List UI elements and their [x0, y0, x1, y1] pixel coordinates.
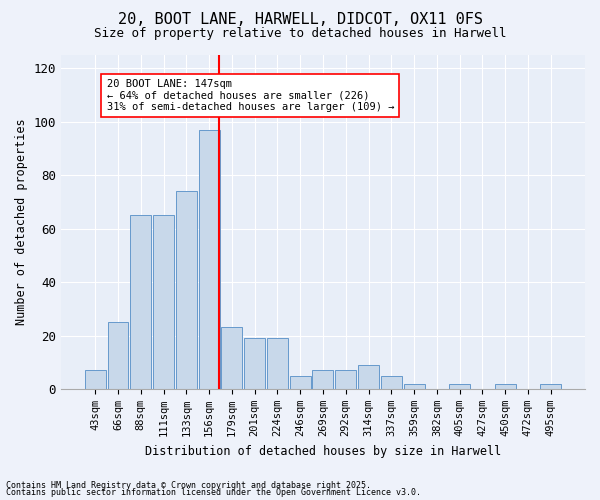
Bar: [85, 370, 106, 389]
Bar: [290, 376, 311, 389]
Text: 20 BOOT LANE: 147sqm
← 64% of detached houses are smaller (226)
31% of semi-deta: 20 BOOT LANE: 147sqm ← 64% of detached h…: [107, 79, 394, 112]
Text: Size of property relative to detached houses in Harwell: Size of property relative to detached ho…: [94, 28, 506, 40]
Bar: [221, 328, 242, 389]
Y-axis label: Number of detached properties: Number of detached properties: [15, 118, 28, 326]
Text: Contains HM Land Registry data © Crown copyright and database right 2025.: Contains HM Land Registry data © Crown c…: [6, 481, 371, 490]
Bar: [494, 384, 515, 389]
Text: Contains public sector information licensed under the Open Government Licence v3: Contains public sector information licen…: [6, 488, 421, 497]
Bar: [313, 370, 334, 389]
Bar: [244, 338, 265, 389]
Bar: [176, 191, 197, 389]
Bar: [335, 370, 356, 389]
Text: 20, BOOT LANE, HARWELL, DIDCOT, OX11 0FS: 20, BOOT LANE, HARWELL, DIDCOT, OX11 0FS: [118, 12, 482, 28]
Bar: [153, 216, 174, 389]
Bar: [449, 384, 470, 389]
Bar: [267, 338, 288, 389]
Bar: [404, 384, 425, 389]
X-axis label: Distribution of detached houses by size in Harwell: Distribution of detached houses by size …: [145, 444, 501, 458]
Bar: [381, 376, 402, 389]
Bar: [130, 216, 151, 389]
Bar: [199, 130, 220, 389]
Bar: [107, 322, 128, 389]
Bar: [358, 365, 379, 389]
Bar: [540, 384, 561, 389]
